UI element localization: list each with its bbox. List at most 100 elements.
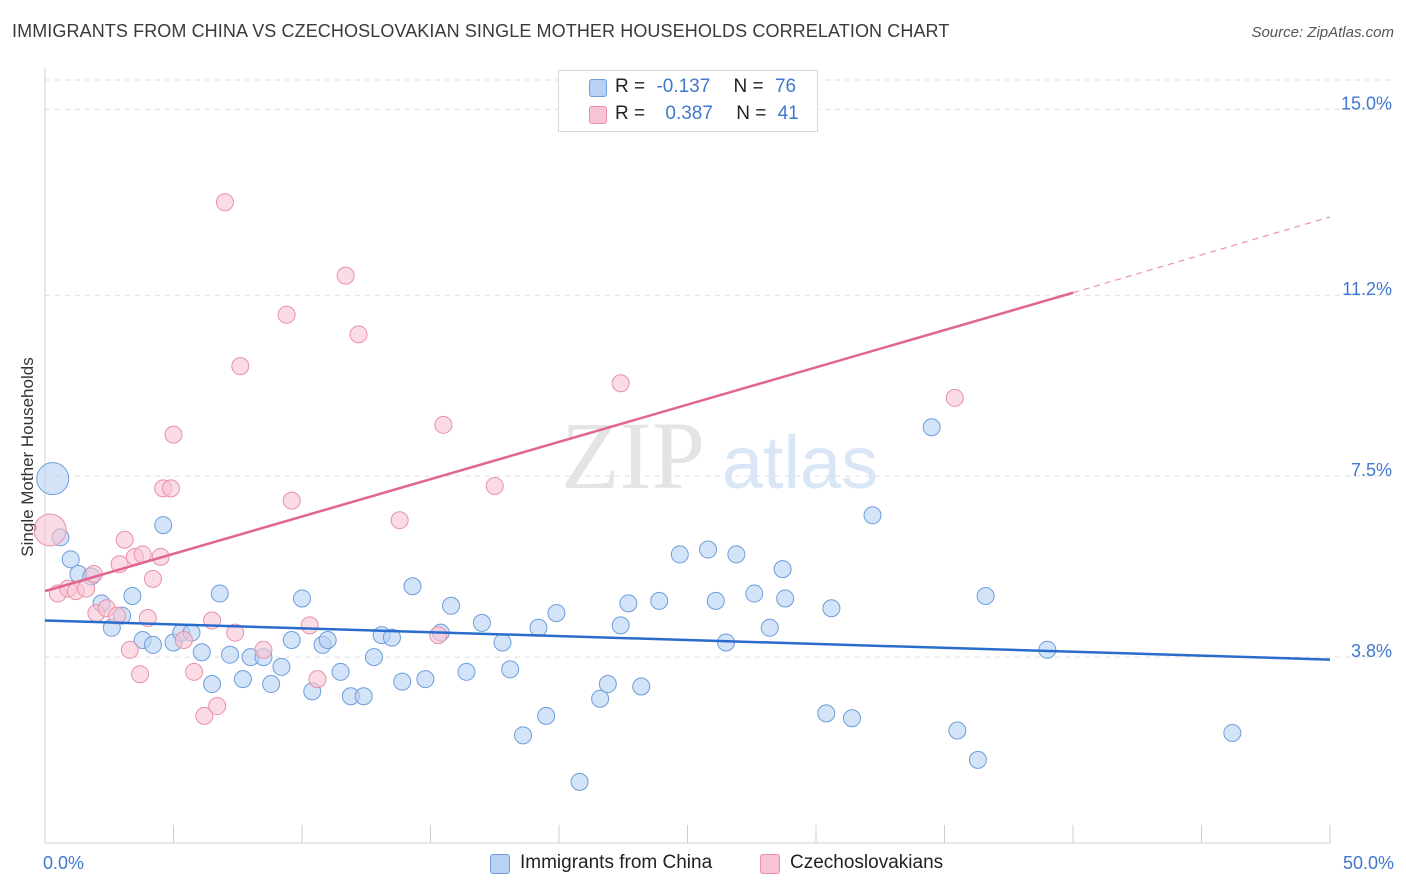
- china-point: [745, 584, 764, 603]
- china-point: [210, 584, 229, 603]
- czech-point: [429, 626, 448, 645]
- x-tick-label: 0.0%: [43, 853, 84, 873]
- china-trend-line: [44, 619, 1331, 661]
- china-point: [282, 631, 301, 650]
- china-point: [36, 462, 70, 496]
- china-point: [591, 689, 610, 708]
- china-point: [472, 613, 491, 632]
- china-point: [699, 540, 718, 559]
- china-point: [619, 594, 638, 613]
- y-tick-label: 11.2%: [1342, 279, 1392, 299]
- legend-n-value: 41: [777, 103, 799, 124]
- czech-trend-extension: [1072, 216, 1331, 294]
- legend-r-value: -0.137: [656, 76, 711, 97]
- czech-point: [611, 374, 630, 393]
- china-point: [547, 604, 566, 623]
- czech-point: [131, 665, 150, 684]
- czech-point: [208, 697, 227, 716]
- china-point: [760, 618, 779, 637]
- watermark: ZIP atlas: [561, 402, 878, 509]
- china-point: [922, 418, 941, 437]
- czech-point: [185, 662, 204, 681]
- czech-point: [164, 425, 183, 444]
- china-point: [364, 648, 383, 667]
- bottom-legend-swatch-czech: [760, 854, 780, 874]
- czech-point: [349, 325, 368, 344]
- bottom-legend-label-czech: Czechoslovakians: [790, 852, 944, 873]
- china-point: [262, 675, 281, 694]
- czech-point: [115, 530, 134, 549]
- china-point: [968, 750, 987, 769]
- czech-point: [390, 511, 409, 530]
- china-point: [670, 545, 689, 564]
- china-point: [123, 587, 142, 606]
- china-point: [221, 645, 240, 664]
- y-tick-label: 3.8%: [1351, 641, 1392, 661]
- china-point: [822, 599, 841, 618]
- czech-point: [107, 606, 126, 625]
- czech-point: [231, 357, 250, 376]
- china-point: [192, 643, 211, 662]
- legend-row-china: R = -0.137 N = 76: [589, 76, 797, 100]
- china-point: [948, 721, 967, 740]
- czech-point: [300, 616, 319, 635]
- czech-point: [215, 193, 234, 212]
- china-point: [706, 591, 725, 610]
- china-point: [293, 589, 311, 608]
- source-label: Source: ZipAtlas.com: [1251, 24, 1394, 41]
- china-point: [457, 662, 476, 681]
- legend-swatch-china: [589, 79, 607, 97]
- czech-point: [277, 305, 296, 324]
- czech-point: [143, 569, 162, 588]
- china-point: [403, 577, 422, 596]
- y-tick-label: 15.0%: [1341, 93, 1392, 113]
- china-point: [382, 628, 401, 647]
- bottom-legend-label-china: Immigrants from China: [520, 852, 713, 873]
- china-point: [393, 672, 412, 691]
- czech-point: [120, 640, 139, 659]
- legend-swatch-czech: [589, 106, 607, 124]
- axes: [44, 68, 1331, 844]
- czech-trend-line: [44, 291, 1074, 593]
- china-point: [203, 675, 222, 694]
- y-tick-label: 7.5%: [1351, 460, 1392, 480]
- china-point: [863, 506, 882, 525]
- czech-point: [226, 623, 245, 642]
- bottom-legend-swatch-china: [490, 854, 510, 874]
- legend-row-czech: R = 0.387 N = 41: [589, 103, 799, 127]
- china-point: [514, 726, 533, 745]
- trend-lines: [44, 216, 1331, 661]
- china-point: [529, 618, 548, 637]
- china-point: [61, 550, 80, 569]
- china-point: [272, 657, 291, 676]
- china-point: [976, 587, 995, 606]
- china-point: [650, 591, 669, 610]
- legend-n-label: N =: [733, 76, 764, 97]
- czech-point: [33, 513, 67, 547]
- china-point: [842, 709, 861, 728]
- czech-point: [308, 670, 327, 689]
- chart-title: IMMIGRANTS FROM CHINA VS CZECHOSLOVAKIAN…: [12, 21, 950, 41]
- czech-point: [336, 266, 355, 285]
- legend-n-value: 76: [774, 76, 797, 97]
- legend: R = -0.137 N = 76 R = 0.387 N = 41: [558, 70, 818, 132]
- china-point: [416, 670, 435, 689]
- china-point: [233, 670, 252, 689]
- china-point: [143, 635, 162, 654]
- legend-n-label: N =: [736, 103, 767, 124]
- czech-point: [945, 388, 964, 407]
- watermark-zip: ZIP: [561, 402, 705, 509]
- x-tick-label: 50.0%: [1343, 853, 1394, 873]
- czech-point: [254, 640, 273, 659]
- china-point: [598, 675, 617, 694]
- china-point: [727, 545, 746, 564]
- china-point: [1223, 723, 1242, 742]
- china-point: [817, 704, 836, 723]
- czech-point: [434, 415, 453, 434]
- bottom-legend-china: Immigrants from China: [490, 852, 713, 876]
- china-point: [154, 516, 173, 535]
- china-point: [318, 631, 337, 650]
- czech-point: [282, 491, 301, 510]
- watermark-atlas: atlas: [722, 421, 878, 504]
- china-point: [570, 772, 589, 791]
